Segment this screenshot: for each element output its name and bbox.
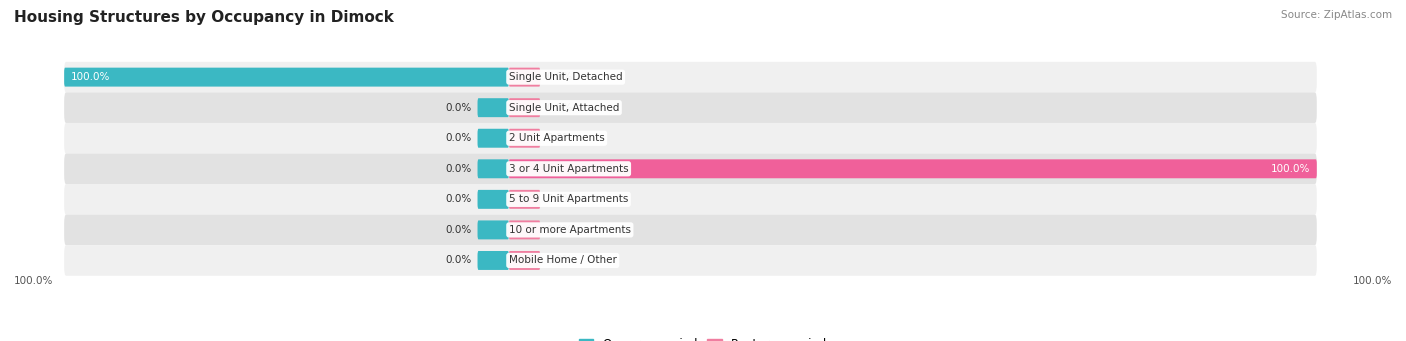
Text: 10 or more Apartments: 10 or more Apartments xyxy=(509,225,631,235)
FancyBboxPatch shape xyxy=(478,220,509,239)
Text: 2 Unit Apartments: 2 Unit Apartments xyxy=(509,133,605,143)
FancyBboxPatch shape xyxy=(509,98,540,117)
Text: 0.0%: 0.0% xyxy=(446,225,471,235)
FancyBboxPatch shape xyxy=(65,153,1317,184)
Text: 0.0%: 0.0% xyxy=(547,133,572,143)
FancyBboxPatch shape xyxy=(65,123,1317,153)
FancyBboxPatch shape xyxy=(65,62,1317,92)
Text: 0.0%: 0.0% xyxy=(446,103,471,113)
Text: 0.0%: 0.0% xyxy=(446,194,471,204)
Text: 100.0%: 100.0% xyxy=(1353,276,1392,285)
Text: 0.0%: 0.0% xyxy=(547,72,572,82)
Text: 100.0%: 100.0% xyxy=(1271,164,1310,174)
Text: 0.0%: 0.0% xyxy=(547,194,572,204)
FancyBboxPatch shape xyxy=(509,159,1317,178)
FancyBboxPatch shape xyxy=(478,98,509,117)
Text: 0.0%: 0.0% xyxy=(446,164,471,174)
FancyBboxPatch shape xyxy=(509,68,540,87)
FancyBboxPatch shape xyxy=(478,159,509,178)
Text: Single Unit, Detached: Single Unit, Detached xyxy=(509,72,623,82)
Text: 0.0%: 0.0% xyxy=(547,225,572,235)
Text: Mobile Home / Other: Mobile Home / Other xyxy=(509,255,617,265)
Text: Single Unit, Attached: Single Unit, Attached xyxy=(509,103,619,113)
Text: 100.0%: 100.0% xyxy=(70,72,110,82)
Text: Housing Structures by Occupancy in Dimock: Housing Structures by Occupancy in Dimoc… xyxy=(14,10,394,25)
Text: 0.0%: 0.0% xyxy=(547,103,572,113)
FancyBboxPatch shape xyxy=(65,92,1317,123)
FancyBboxPatch shape xyxy=(509,129,540,148)
Text: 100.0%: 100.0% xyxy=(14,276,53,285)
FancyBboxPatch shape xyxy=(509,220,540,239)
Text: 5 to 9 Unit Apartments: 5 to 9 Unit Apartments xyxy=(509,194,628,204)
FancyBboxPatch shape xyxy=(65,214,1317,245)
Text: 0.0%: 0.0% xyxy=(446,133,471,143)
FancyBboxPatch shape xyxy=(509,251,540,270)
FancyBboxPatch shape xyxy=(478,129,509,148)
FancyBboxPatch shape xyxy=(65,184,1317,214)
FancyBboxPatch shape xyxy=(478,190,509,209)
Text: 3 or 4 Unit Apartments: 3 or 4 Unit Apartments xyxy=(509,164,628,174)
FancyBboxPatch shape xyxy=(478,251,509,270)
Text: 0.0%: 0.0% xyxy=(446,255,471,265)
FancyBboxPatch shape xyxy=(65,68,509,87)
Legend: Owner-occupied, Renter-occupied: Owner-occupied, Renter-occupied xyxy=(574,333,832,341)
FancyBboxPatch shape xyxy=(65,245,1317,276)
Text: 0.0%: 0.0% xyxy=(547,255,572,265)
FancyBboxPatch shape xyxy=(509,190,540,209)
Text: Source: ZipAtlas.com: Source: ZipAtlas.com xyxy=(1281,10,1392,20)
